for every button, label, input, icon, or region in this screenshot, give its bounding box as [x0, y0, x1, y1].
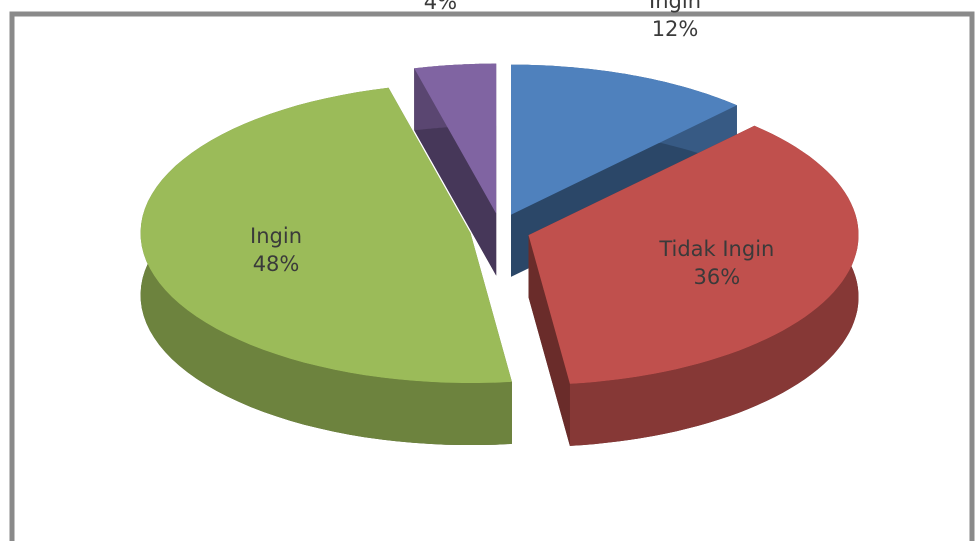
slice — [528, 125, 859, 446]
value-label: 48% — [252, 251, 300, 276]
category-label: Sangat Tidak Ingin — [649, 0, 702, 14]
value-label: 36% — [693, 264, 741, 289]
data-label: Ingin 48% — [186, 222, 366, 278]
category-label: Ingin — [250, 223, 303, 248]
category-label: Tidak Ingin — [659, 236, 775, 261]
frame-border — [9, 11, 975, 541]
slice — [511, 64, 737, 215]
slice — [140, 87, 512, 384]
value-label: 4% — [423, 0, 458, 14]
slice — [414, 63, 497, 214]
slice — [528, 125, 859, 384]
slice — [140, 87, 512, 446]
data-label: Sangat Tidak Ingin 12% — [580, 0, 770, 43]
pie — [140, 63, 859, 446]
slice-wall — [528, 235, 570, 446]
slice-side — [569, 125, 859, 446]
slice — [414, 63, 497, 276]
data-label: Tidak Ingin 36% — [627, 235, 807, 291]
value-label: 12% — [651, 17, 699, 42]
